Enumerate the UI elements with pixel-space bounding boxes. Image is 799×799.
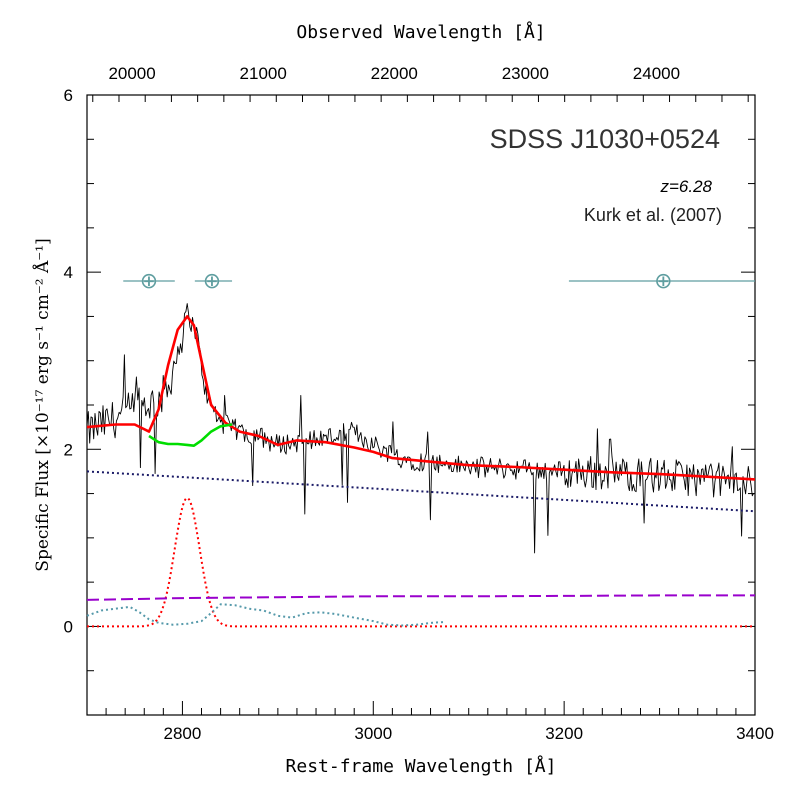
series-observed-spectrum	[86, 303, 755, 554]
y-tick-label: 2	[64, 440, 73, 459]
x-tick-label: 2800	[164, 724, 202, 743]
earth-symbol-icon: ⊕	[140, 269, 158, 294]
series-mg-ii-broad-line	[87, 497, 755, 628]
top-tick-label: 20000	[108, 64, 155, 83]
top-tick-label: 21000	[240, 64, 287, 83]
reference-label: Kurk et al. (2007)	[584, 205, 722, 225]
y-tick-label: 6	[64, 86, 73, 105]
y-tick-label: 4	[64, 263, 73, 282]
earth-symbol-icon: ⊕	[654, 269, 672, 294]
series-power-law-continuum	[86, 470, 756, 513]
series-fe-ii-template	[86, 603, 445, 627]
top-axis-label: Observed Wavelength [Å]	[296, 21, 545, 43]
series-total-model-fit	[86, 315, 756, 481]
y-axis-label: Specific Flux [×10⁻¹⁷ erg s⁻¹ cm⁻² Å⁻¹]	[32, 238, 53, 571]
series-balmer-continuum	[86, 594, 755, 601]
y-tick-label: 0	[64, 617, 73, 636]
redshift-label: z=6.28	[659, 177, 712, 196]
earth-symbol-icon: ⊕	[203, 269, 221, 294]
series-continuum-plus-fe-emission	[148, 423, 233, 448]
series-layer	[86, 303, 756, 628]
x-tick-label: 3200	[545, 724, 583, 743]
x-tick-label: 3400	[736, 724, 774, 743]
plot-frame	[86, 94, 756, 716]
top-tick-label: 23000	[502, 64, 549, 83]
axis-ticks	[86, 94, 756, 716]
top-tick-label: 24000	[633, 64, 680, 83]
top-tick-label: 22000	[371, 64, 418, 83]
x-axis-label: Rest-frame Wavelength [Å]	[286, 755, 557, 777]
tick-labels: 2800 3000 3200 3400 0 2 4 6 20000 21000 22000 23000…	[64, 64, 774, 743]
x-tick-label: 3000	[354, 724, 392, 743]
plot-border	[86, 94, 756, 716]
telluric-bands: ⊕ ⊕ ⊕	[123, 269, 755, 294]
chart-title: SDSS J1030+0524	[490, 124, 720, 154]
